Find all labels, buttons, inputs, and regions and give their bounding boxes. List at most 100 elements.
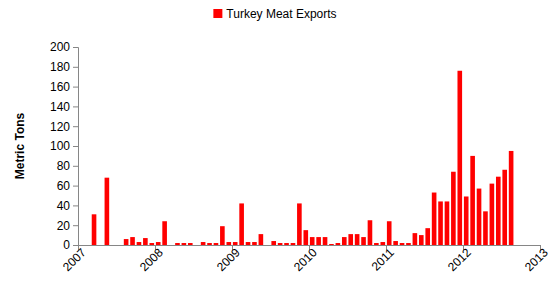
tick: 160: [50, 80, 78, 94]
bar: [143, 238, 148, 245]
tick: 100: [50, 139, 78, 153]
bar: [130, 237, 135, 245]
bar: [419, 235, 424, 245]
bar: [451, 172, 456, 245]
bar: [271, 241, 276, 245]
bar: [105, 178, 110, 245]
bar: [464, 196, 469, 245]
tick-label: 80: [57, 159, 71, 173]
bar: [149, 243, 154, 245]
bar: [117, 245, 122, 246]
tick-label: 20: [57, 219, 71, 233]
bar: [98, 245, 103, 246]
bar: [496, 177, 501, 245]
bar: [374, 243, 379, 245]
tick-label: 2010: [291, 245, 320, 274]
tick: 2013: [522, 245, 550, 274]
tick: 200: [50, 40, 78, 54]
bar: [303, 230, 308, 245]
tick-label: 100: [50, 139, 70, 153]
tick: 20: [57, 219, 78, 233]
bar: [284, 243, 289, 245]
tick-label: 2013: [522, 245, 550, 274]
bar: [502, 170, 507, 245]
tick: 2009: [214, 245, 243, 274]
bar: [175, 243, 180, 245]
tick-mark: [73, 225, 78, 226]
x-axis: 2007 2008 2009 2010 2011 2012 2013: [60, 245, 550, 274]
tick-mark: [73, 146, 78, 147]
tick-mark: [73, 67, 78, 68]
tick-label: 180: [50, 60, 70, 74]
bar: [509, 151, 514, 245]
bar: [137, 242, 142, 245]
bar: [329, 244, 334, 245]
tick: 80: [57, 159, 78, 173]
legend-label: Turkey Meat Exports: [226, 7, 336, 21]
bar: [355, 234, 360, 245]
tick-mark: [73, 87, 78, 88]
y-axis: 0 20 40 60 80 100 120 140 160 180 200: [50, 40, 79, 252]
bar: [188, 243, 193, 245]
tick-mark: [73, 205, 78, 206]
tick-label: 120: [50, 120, 70, 134]
bar: [233, 242, 238, 245]
bar: [92, 214, 97, 245]
bar: [387, 221, 392, 245]
bar: [425, 228, 430, 245]
bar: [182, 243, 187, 245]
bar: [201, 242, 206, 245]
bar: [79, 245, 84, 246]
axis-title: Metric Tons: [13, 112, 27, 179]
tick-label: 2011: [369, 245, 397, 273]
bar: [259, 234, 264, 245]
tick-mark: [73, 47, 78, 48]
bars: [92, 71, 514, 245]
bar: [162, 221, 167, 245]
tick: 2007: [60, 245, 89, 274]
tick-label: 0: [63, 238, 70, 252]
tick: 120: [50, 120, 78, 134]
tick: 2011: [369, 245, 397, 274]
bar: [432, 193, 437, 245]
bar: [278, 243, 283, 245]
legend-item: Turkey Meat Exports: [213, 7, 336, 21]
bar: [297, 203, 302, 245]
bar: [393, 241, 398, 245]
tick-mark: [73, 186, 78, 187]
bar: [265, 245, 270, 246]
tick: 180: [50, 60, 78, 74]
bar: [400, 243, 405, 245]
tick-label: 2007: [60, 245, 89, 274]
tick: 40: [57, 199, 78, 213]
bar: [348, 234, 353, 245]
bar: [226, 242, 231, 245]
tick-mark: [73, 126, 78, 127]
bar: [438, 201, 443, 245]
bar: [239, 203, 244, 245]
tick-label: 2009: [214, 245, 243, 274]
bar: [310, 237, 315, 245]
bar: [169, 245, 174, 246]
bar: [457, 71, 462, 245]
bar: [323, 237, 328, 245]
chart: 0204060801001201401601802002007200820092…: [0, 0, 550, 290]
tick: 60: [57, 179, 78, 193]
bar: [124, 239, 129, 245]
tick-label: 2012: [445, 245, 474, 274]
bar: [336, 243, 341, 245]
bar: [207, 243, 212, 245]
bar: [156, 242, 161, 245]
bar: [470, 156, 475, 245]
bar: [413, 233, 418, 245]
bar: [85, 245, 90, 246]
bar: [406, 243, 411, 245]
bar: [316, 237, 321, 245]
bar: [483, 211, 488, 245]
bar: [445, 201, 450, 245]
tick-label: 2008: [137, 245, 166, 274]
tick-label: 200: [50, 40, 70, 54]
tick: 2008: [137, 245, 166, 274]
tick-label: 140: [50, 100, 70, 114]
bar: [246, 242, 251, 245]
